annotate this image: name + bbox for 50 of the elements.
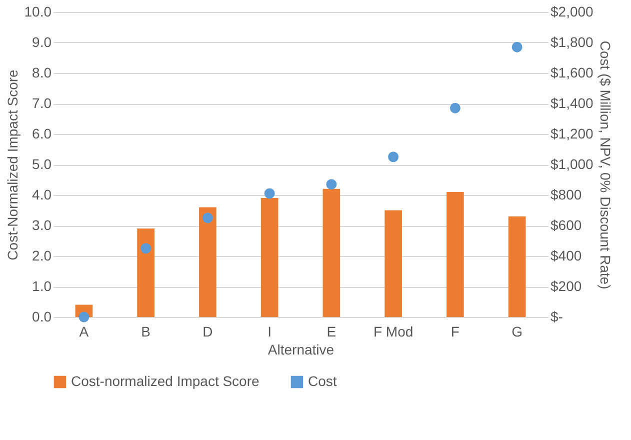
x-tick-label: F xyxy=(450,324,460,340)
y-axis-title: Cost-Normalized Impact Score xyxy=(4,69,20,260)
y2-axis-title: Cost ($ Million, NPV, 0% Discount Rate) xyxy=(597,40,614,290)
y2-tick-label: $1,000 xyxy=(550,156,594,172)
x-tick-label: I xyxy=(268,324,272,340)
y2-tick-label: $1,400 xyxy=(550,95,594,111)
x-tick-label: F Mod xyxy=(373,324,414,340)
x-tick-label: A xyxy=(79,324,90,340)
x-tick-label: G xyxy=(512,324,523,340)
y-tick-label: 9.0 xyxy=(32,34,52,50)
y-tick-label: 8.0 xyxy=(32,64,52,80)
bar xyxy=(137,228,154,317)
y2-tick-label: $2,000 xyxy=(550,4,594,20)
y-tick-label: 4.0 xyxy=(32,186,52,202)
bar xyxy=(384,210,402,317)
y-tick-label: 3.0 xyxy=(32,217,52,233)
y2-tick-label: $400 xyxy=(550,248,582,264)
x-tick-label: B xyxy=(141,324,150,340)
point xyxy=(78,312,90,322)
y-tick-label: 5.0 xyxy=(32,156,52,172)
y2-tick-label: $- xyxy=(550,308,564,324)
point xyxy=(512,42,522,52)
bar xyxy=(260,198,278,317)
x-axis-title: Alternative xyxy=(268,342,334,358)
y2-tick-label: $600 xyxy=(550,217,582,233)
y2-tick-label: $1,600 xyxy=(550,64,594,80)
legend-label: Cost-normalized Impact Score xyxy=(71,373,260,389)
y-tick-label: 2.0 xyxy=(32,248,52,264)
y-tick-label: 1.0 xyxy=(32,278,52,294)
point xyxy=(450,102,460,114)
y-tick-label: 6.0 xyxy=(32,126,52,142)
y-tick-label: 7.0 xyxy=(32,95,52,111)
y-tick-label: 10.0 xyxy=(24,4,52,20)
point xyxy=(326,179,337,190)
point xyxy=(388,152,399,162)
y2-tick-label: $1,800 xyxy=(550,34,594,50)
x-tick-label: E xyxy=(326,324,336,340)
y2-tick-label: $200 xyxy=(550,278,582,294)
y-tick-label: 0.0 xyxy=(32,308,52,324)
x-tick-label: D xyxy=(202,324,213,340)
point xyxy=(140,243,152,254)
bar xyxy=(322,188,340,317)
point xyxy=(264,188,275,199)
legend-label: Cost xyxy=(308,373,337,389)
y2-tick-label: $800 xyxy=(550,186,582,202)
point xyxy=(202,212,213,224)
bar xyxy=(446,192,464,317)
bar xyxy=(199,207,216,317)
bar xyxy=(508,216,526,317)
y2-tick-label: $1,200 xyxy=(550,126,594,142)
